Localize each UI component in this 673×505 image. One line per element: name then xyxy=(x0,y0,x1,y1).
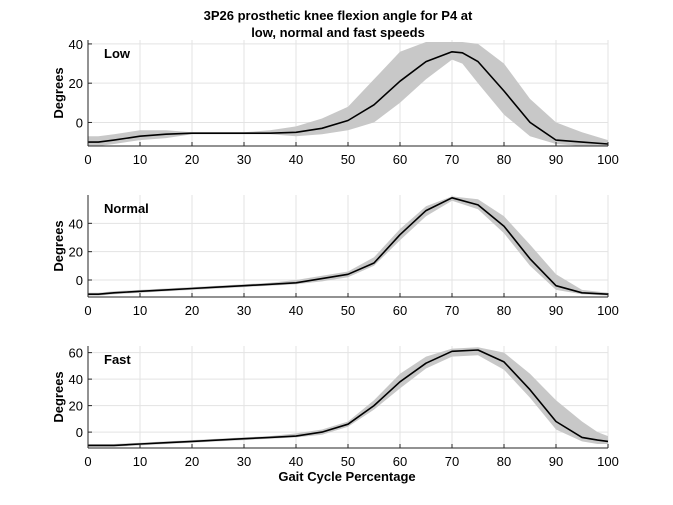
x-tick-label: 100 xyxy=(597,303,619,318)
x-tick-label: 70 xyxy=(445,152,459,167)
x-tick-label: 20 xyxy=(185,303,199,318)
y-axis-label: Degrees xyxy=(51,220,66,271)
y-tick-label: 20 xyxy=(69,399,83,414)
mean-line xyxy=(88,197,609,295)
x-tick-label: 100 xyxy=(597,152,619,167)
x-tick-label: 100 xyxy=(597,454,619,469)
mean-line xyxy=(88,349,609,447)
x-tick-label: 0 xyxy=(84,152,91,167)
panel-label-normal: Normal xyxy=(104,201,149,216)
x-tick-label: 10 xyxy=(133,303,147,318)
x-tick-label: 80 xyxy=(497,152,511,167)
x-tick-label: 80 xyxy=(497,303,511,318)
x-tick-label: 60 xyxy=(393,454,407,469)
panel-label-low: Low xyxy=(104,46,131,61)
x-tick-label: 30 xyxy=(237,303,251,318)
x-tick-label: 40 xyxy=(289,303,303,318)
y-tick-label: 40 xyxy=(69,216,83,231)
x-tick-label: 30 xyxy=(237,152,251,167)
y-tick-label: 60 xyxy=(69,346,83,361)
x-tick-label: 50 xyxy=(341,152,355,167)
chart-title-line-2: low, normal and fast speeds xyxy=(251,25,425,40)
x-tick-label: 10 xyxy=(133,454,147,469)
x-tick-label: 90 xyxy=(549,303,563,318)
variability-band xyxy=(88,42,608,146)
x-tick-label: 50 xyxy=(341,454,355,469)
y-tick-label: 40 xyxy=(69,37,83,52)
x-tick-label: 90 xyxy=(549,454,563,469)
y-tick-label: 0 xyxy=(76,425,83,440)
mean-line xyxy=(88,51,609,145)
x-tick-label: 0 xyxy=(84,454,91,469)
x-tick-label: 30 xyxy=(237,454,251,469)
x-tick-label: 10 xyxy=(133,152,147,167)
y-tick-label: 0 xyxy=(76,273,83,288)
y-axis-label: Degrees xyxy=(51,67,66,118)
y-tick-label: 20 xyxy=(69,245,83,260)
x-tick-label: 70 xyxy=(445,454,459,469)
y-tick-label: 0 xyxy=(76,115,83,130)
y-tick-label: 20 xyxy=(69,76,83,91)
x-tick-label: 60 xyxy=(393,152,407,167)
x-tick-label: 20 xyxy=(185,152,199,167)
x-tick-label: 40 xyxy=(289,454,303,469)
x-tick-label: 50 xyxy=(341,303,355,318)
x-tick-label: 70 xyxy=(445,303,459,318)
x-tick-label: 40 xyxy=(289,152,303,167)
chart-title-line-1: 3P26 prosthetic knee flexion angle for P… xyxy=(204,8,473,23)
y-axis-label: Degrees xyxy=(51,371,66,422)
y-tick-label: 40 xyxy=(69,372,83,387)
x-axis-label: Gait Cycle Percentage xyxy=(278,469,415,484)
x-tick-label: 60 xyxy=(393,303,407,318)
x-tick-label: 90 xyxy=(549,152,563,167)
x-tick-label: 0 xyxy=(84,303,91,318)
x-tick-label: 80 xyxy=(497,454,511,469)
x-tick-label: 20 xyxy=(185,454,199,469)
panel-label-fast: Fast xyxy=(104,352,131,367)
